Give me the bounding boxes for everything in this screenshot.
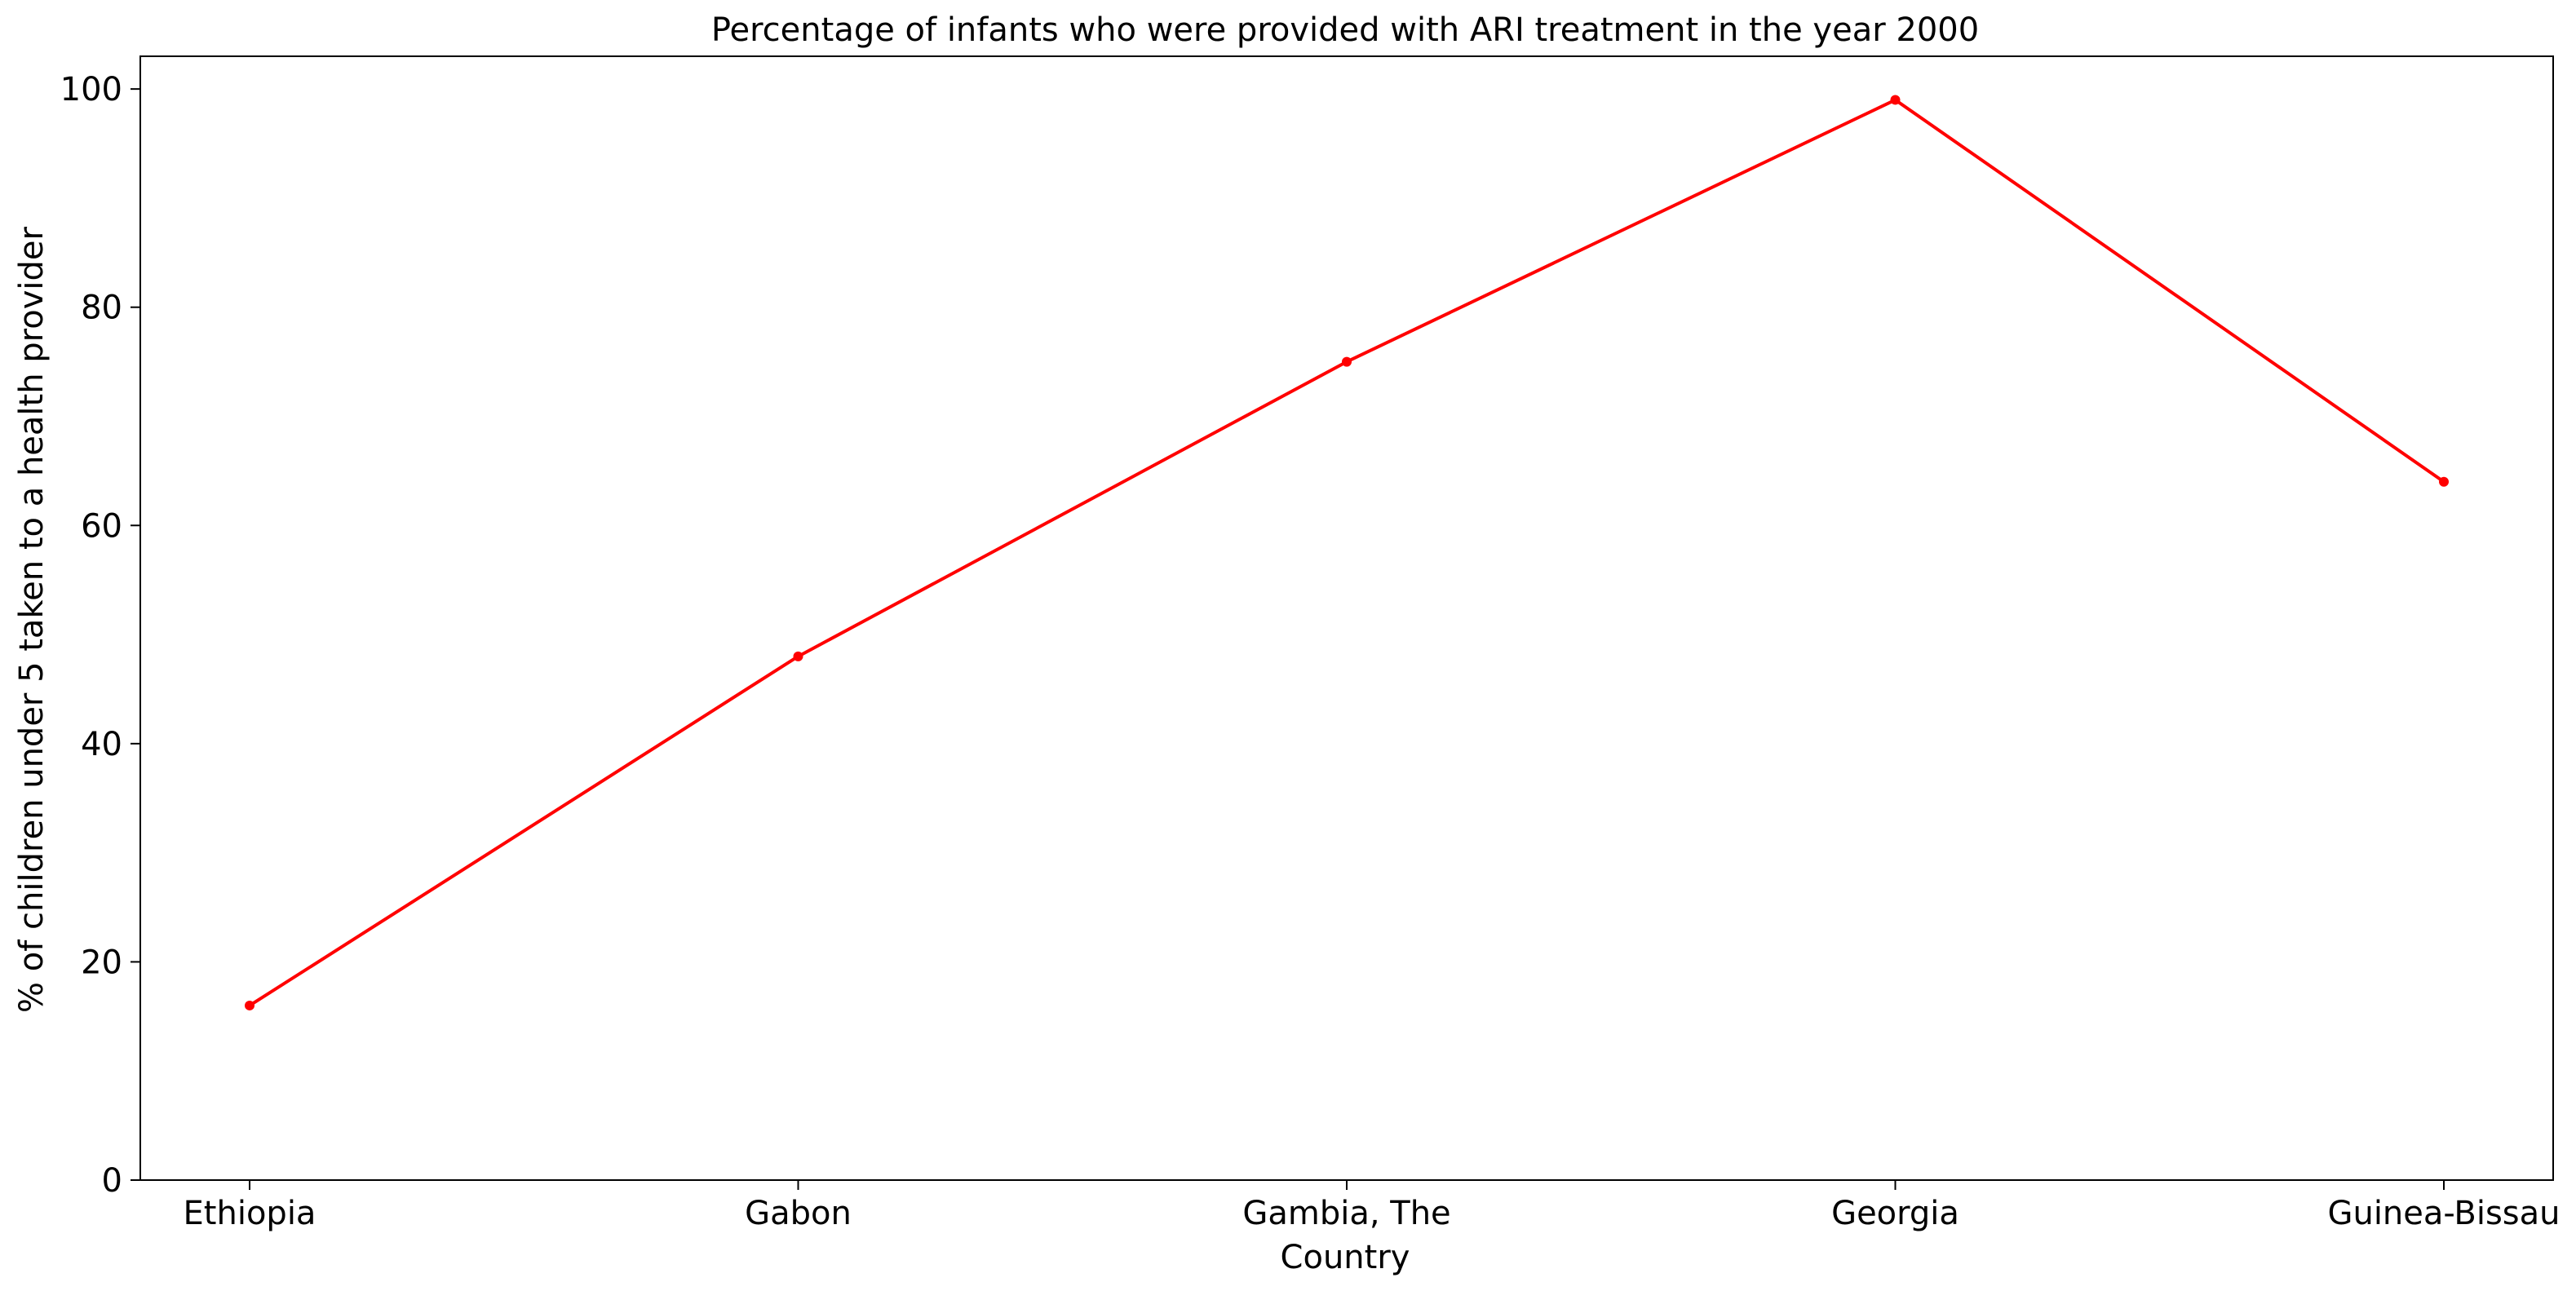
x-tick-label: Gambia, The xyxy=(1242,1195,1450,1232)
data-point xyxy=(793,651,803,661)
plot-border xyxy=(139,55,2554,1181)
data-point xyxy=(245,1000,255,1010)
series-line xyxy=(248,98,2445,1007)
y-tick-label: 20 xyxy=(81,944,122,981)
x-tick-label: Gabon xyxy=(745,1195,852,1232)
y-tick-label: 0 xyxy=(102,1162,122,1200)
y-tick-label: 80 xyxy=(81,290,122,327)
data-point xyxy=(1342,356,1352,367)
y-tick-label: 60 xyxy=(81,507,122,545)
chart-title: Percentage of infants who were provided … xyxy=(711,11,1979,49)
x-axis-label: Country xyxy=(1281,1239,1410,1276)
x-tick-label: Ethiopia xyxy=(184,1195,316,1232)
y-tick-label: 40 xyxy=(81,726,122,763)
data-point xyxy=(1890,95,1901,105)
series-layer xyxy=(245,95,2449,1010)
x-tick-label: Georgia xyxy=(1831,1195,1959,1232)
plot-frame xyxy=(139,55,2554,1181)
y-axis-label: % of children under 5 taken to a health … xyxy=(13,226,51,1012)
y-tick-label: 100 xyxy=(60,71,122,108)
x-tick-label: Guinea-Bissau xyxy=(2327,1195,2560,1232)
y-axis: 0 20 40 60 80 100 xyxy=(60,71,140,1200)
data-point xyxy=(2439,476,2449,487)
x-axis: Ethiopia Gabon Gambia, The Georgia Guinea-Bi… xyxy=(184,1180,2561,1232)
